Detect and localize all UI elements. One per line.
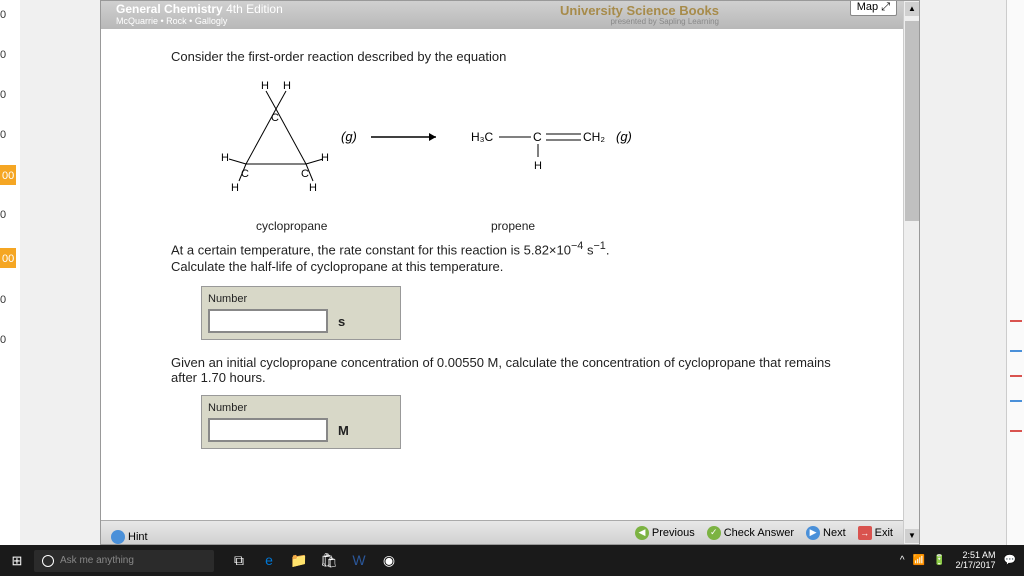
word-icon[interactable]: W xyxy=(344,552,374,569)
exit-button[interactable]: →Exit xyxy=(858,526,893,540)
input-label: Number xyxy=(208,402,394,414)
explorer-icon[interactable]: 📁 xyxy=(284,552,314,569)
svg-text:C: C xyxy=(301,168,309,180)
previous-button[interactable]: ◀Previous xyxy=(635,526,695,540)
rate-constant-text: At a certain temperature, the rate const… xyxy=(171,239,849,276)
edge-icon[interactable]: e xyxy=(254,552,284,569)
presented-by: presented by Sapling Learning xyxy=(610,17,719,26)
windows-taskbar: ⊞ Ask me anything ⧉ e 📁 🛍 W ◉ ^ 📶 🔋 2:51… xyxy=(0,545,1024,576)
hint-button[interactable]: Hint xyxy=(111,530,148,544)
system-tray: ^ 📶 🔋 2:51 AM2/17/2017 💬 xyxy=(892,551,1024,571)
halflife-input[interactable] xyxy=(208,309,328,333)
svg-text:H: H xyxy=(309,182,317,194)
scroll-up-arrow[interactable]: ▲ xyxy=(905,2,919,16)
map-button[interactable]: Map ⤢ xyxy=(850,0,897,16)
check-answer-button[interactable]: ✓Check Answer xyxy=(707,526,794,540)
halflife-input-box: Number s xyxy=(201,286,401,340)
main-content-frame: General Chemistry 4th Edition McQuarrie … xyxy=(100,0,920,545)
svg-text:(g): (g) xyxy=(616,129,632,144)
task-view-icon[interactable]: ⧉ xyxy=(224,552,254,569)
chrome-icon[interactable]: ◉ xyxy=(374,552,404,569)
svg-text:CH₂: CH₂ xyxy=(583,130,605,144)
question-content: Consider the first-order reaction descri… xyxy=(101,29,919,484)
product-label: propene xyxy=(491,219,535,233)
book-title: General Chemistry 4th Edition xyxy=(116,2,283,16)
notifications-icon[interactable]: 💬 xyxy=(1004,555,1016,566)
reaction-diagram: HH C HC H HC H (g) H₃C C CH₂ H (g) xyxy=(201,79,849,209)
scroll-thumb[interactable] xyxy=(905,21,919,221)
concentration-input[interactable] xyxy=(208,418,328,442)
publisher: University Science Books xyxy=(560,3,719,18)
tray-chevron-icon[interactable]: ^ xyxy=(900,555,905,566)
input-label: Number xyxy=(208,293,394,305)
next-button[interactable]: ▶Next xyxy=(806,526,846,540)
right-scroll-edge[interactable] xyxy=(1006,0,1024,545)
concentration-text: Given an initial cyclopropane concentrat… xyxy=(171,355,849,385)
ruler-strip: 00000000000 xyxy=(0,0,20,545)
svg-text:H: H xyxy=(321,152,329,164)
question-intro: Consider the first-order reaction descri… xyxy=(171,49,849,64)
cortana-search[interactable]: Ask me anything xyxy=(34,550,214,572)
scroll-down-arrow[interactable]: ▼ xyxy=(905,529,919,543)
reactant-label: cyclopropane xyxy=(256,219,327,233)
store-icon[interactable]: 🛍 xyxy=(314,552,344,569)
svg-text:C: C xyxy=(271,112,279,124)
battery-icon[interactable]: 🔋 xyxy=(933,555,945,566)
svg-text:(g): (g) xyxy=(341,129,357,144)
svg-text:H: H xyxy=(231,182,239,194)
unit-molar: M xyxy=(338,423,349,438)
svg-text:C: C xyxy=(241,168,249,180)
wifi-icon[interactable]: 📶 xyxy=(913,555,925,566)
vertical-scrollbar[interactable]: ▲ ▼ xyxy=(903,1,919,544)
concentration-input-box: Number M xyxy=(201,395,401,449)
cortana-icon xyxy=(42,555,54,567)
svg-text:H: H xyxy=(221,152,229,164)
svg-text:H₃C: H₃C xyxy=(471,130,494,144)
question-nav-bar: Hint ◀Previous ✓Check Answer ▶Next →Exit xyxy=(101,520,903,544)
book-header: General Chemistry 4th Edition McQuarrie … xyxy=(101,1,919,29)
svg-text:C: C xyxy=(533,130,542,144)
unit-seconds: s xyxy=(338,314,345,329)
taskbar-icons: ⧉ e 📁 🛍 W ◉ xyxy=(224,552,404,569)
book-authors: McQuarrie • Rock • Gallogly xyxy=(116,16,227,26)
svg-text:H: H xyxy=(261,80,269,92)
start-button[interactable]: ⊞ xyxy=(0,553,34,569)
svg-text:H: H xyxy=(534,160,542,172)
clock[interactable]: 2:51 AM2/17/2017 xyxy=(956,551,996,571)
svg-text:H: H xyxy=(283,80,291,92)
